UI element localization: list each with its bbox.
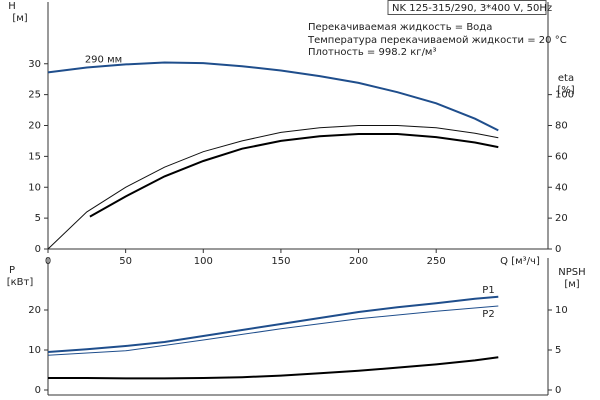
- y2-label: eta: [558, 73, 574, 84]
- y2-tick-label: 5: [555, 345, 561, 356]
- y-tick-label: 15: [28, 151, 41, 162]
- curve-label: P2: [482, 309, 494, 320]
- y2-tick-label: 80: [555, 121, 568, 132]
- y2-tick-label: 100: [555, 90, 574, 101]
- x-tick-label: 100: [194, 256, 213, 267]
- x-tick-label: 150: [271, 256, 290, 267]
- header-box: [387, 0, 547, 15]
- curve: [47, 295, 499, 353]
- y2-tick-label: 20: [555, 213, 568, 224]
- curve: [89, 133, 499, 218]
- curve: [47, 61, 499, 132]
- y2-tick-label: 0: [555, 385, 561, 396]
- y-tick-label: 20: [28, 305, 41, 316]
- curve-label: 290 мм: [85, 54, 122, 65]
- y-label: H: [8, 1, 16, 12]
- curve: [48, 356, 499, 380]
- note: Плотность = 998.2 кг/м³: [308, 47, 437, 58]
- note: Температура перекачиваемой жидкости = 20…: [307, 35, 567, 46]
- y-unit: [кВт]: [7, 277, 34, 288]
- curve: [47, 305, 499, 356]
- y2-tick-label: 10: [555, 305, 568, 316]
- x-label: Q [м³/ч]: [500, 256, 540, 267]
- y-tick-label: 5: [35, 213, 41, 224]
- curve-label: P1: [482, 285, 494, 296]
- y2-tick-label: 0: [555, 244, 561, 255]
- header: NK 125-315/290, 3*400 V, 50Hz: [392, 3, 552, 14]
- y-unit: [м]: [12, 13, 27, 24]
- y-tick-label: 10: [28, 345, 41, 356]
- curve: [47, 125, 499, 250]
- y2-unit: [%]: [557, 85, 574, 96]
- y-tick-label: 0: [35, 385, 41, 396]
- x-tick-label: 250: [427, 256, 446, 267]
- note: Перекачиваемая жидкость = Вода: [308, 22, 492, 33]
- y-tick-label: 0: [35, 244, 41, 255]
- y2-unit: [м]: [564, 279, 579, 290]
- y-label: P: [9, 265, 15, 276]
- x-tick-label: 200: [349, 256, 368, 267]
- x-tick-label: 50: [119, 256, 132, 267]
- y2-tick-label: 40: [555, 182, 568, 193]
- y-tick-label: 10: [28, 182, 41, 193]
- y-tick-label: 25: [28, 90, 41, 101]
- y2-label: NPSH: [558, 267, 585, 278]
- y2-tick-label: 60: [555, 151, 568, 162]
- y-tick-label: 30: [28, 59, 41, 70]
- y-tick-label: 20: [28, 121, 41, 132]
